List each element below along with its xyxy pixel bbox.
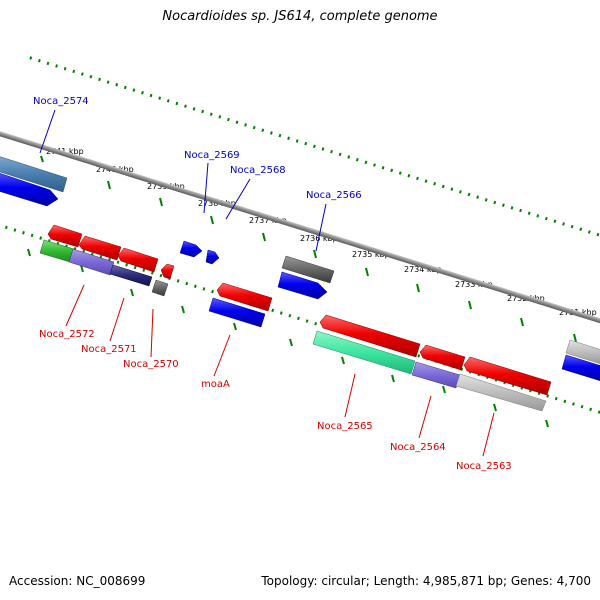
- gene-feature[interactable]: [561, 354, 600, 381]
- gene-feature[interactable]: [78, 235, 122, 261]
- gene-feature[interactable]: [463, 356, 552, 396]
- gene-label-noca-2574[interactable]: Noca_2574: [33, 96, 89, 107]
- gene-feature[interactable]: [151, 279, 169, 297]
- reverse-genes: [39, 224, 552, 412]
- gene-feature[interactable]: [411, 361, 461, 389]
- forward-genes: [0, 156, 600, 381]
- gene-feature[interactable]: [216, 282, 273, 312]
- gene-label-noca-2566[interactable]: Noca_2566: [306, 190, 362, 201]
- accession-text: Accession: NC_008699: [9, 574, 146, 588]
- gene-label-noca-2565[interactable]: Noca_2565: [317, 421, 373, 432]
- kbp-label: 2737 kbp: [249, 216, 287, 225]
- reverse-tick-ring: [0, 217, 600, 420]
- gene-feature[interactable]: [160, 263, 175, 280]
- forward-major-ticks: [40, 155, 577, 343]
- gene-label-noca-2570[interactable]: Noca_2570: [123, 359, 179, 370]
- gene-feature[interactable]: [47, 224, 83, 248]
- gene-label-noca-2563[interactable]: Noca_2563: [456, 461, 512, 472]
- gene-label-noca-2571[interactable]: Noca_2571: [81, 344, 137, 355]
- gene-labels: Noca_2574 Noca_2569 Noca_2568 Noca_2566 …: [33, 96, 512, 472]
- gene-feature[interactable]: [419, 344, 466, 371]
- gene-feature[interactable]: [68, 248, 115, 276]
- gene-label-noca-2564[interactable]: Noca_2564: [390, 442, 446, 453]
- genome-summary-text: Topology: circular; Length: 4,985,871 bp…: [261, 574, 591, 588]
- genome-backbone: [0, 130, 600, 344]
- kbp-label: 2733 kbp: [455, 280, 493, 289]
- reverse-major-ticks: [27, 248, 549, 428]
- gene-feature[interactable]: [208, 297, 266, 328]
- gene-feature[interactable]: [277, 271, 328, 300]
- forward-tick-ring: [29, 56, 600, 259]
- gene-feature[interactable]: [319, 314, 421, 358]
- gene-label-moaa[interactable]: moaA: [201, 379, 230, 390]
- gene-feature[interactable]: [455, 373, 547, 412]
- gene-feature[interactable]: [312, 330, 416, 375]
- kbp-label: 2734 kbp: [404, 265, 442, 274]
- gene-feature[interactable]: [281, 255, 335, 284]
- gene-feature[interactable]: [179, 240, 203, 258]
- gene-label-noca-2572[interactable]: Noca_2572: [39, 329, 95, 340]
- gene-feature[interactable]: [565, 339, 600, 364]
- gene-feature[interactable]: [0, 172, 59, 207]
- gene-feature[interactable]: [205, 249, 220, 265]
- gene-label-noca-2569[interactable]: Noca_2569: [184, 150, 240, 161]
- gene-feature[interactable]: [109, 264, 153, 287]
- gene-feature[interactable]: [0, 156, 68, 193]
- map-title: Nocardioides sp. JS614, complete genome: [162, 9, 438, 24]
- kbp-label: 2735 kbp: [352, 250, 390, 259]
- gene-feature[interactable]: [117, 247, 159, 273]
- gene-label-noca-2568[interactable]: Noca_2568: [230, 165, 286, 176]
- gene-leader-lines: [39, 109, 495, 457]
